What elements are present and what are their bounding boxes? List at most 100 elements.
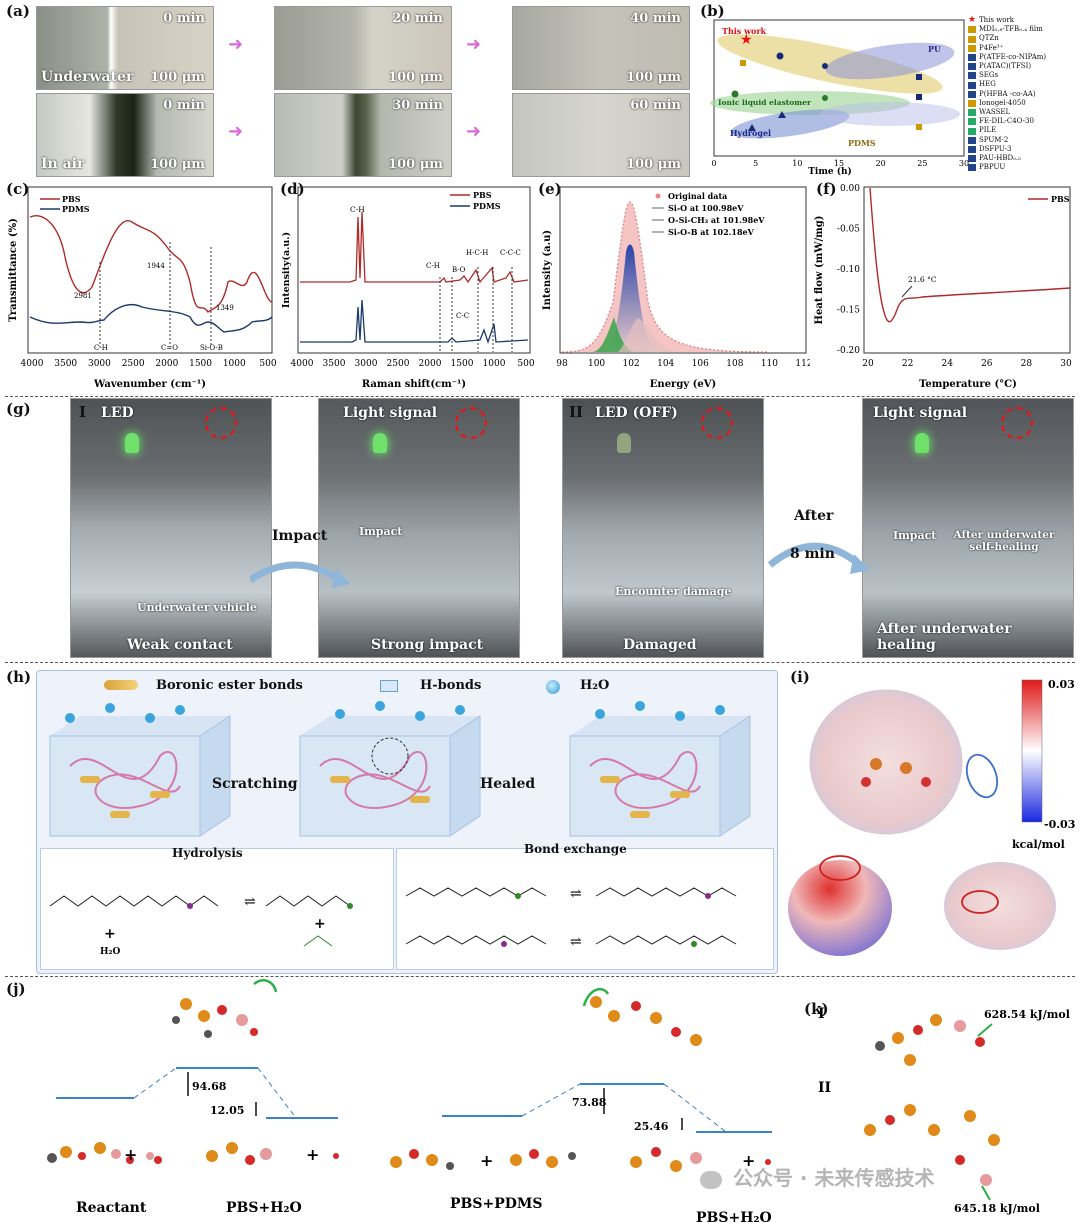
tick-label: 3000 xyxy=(355,359,378,369)
tick-label: 1500 xyxy=(189,359,212,369)
panel-h-label: (h) xyxy=(6,668,32,686)
scale-bar-label: 100 μm xyxy=(626,70,681,85)
legend-marker-icon xyxy=(968,164,976,172)
arrow-label-8min: 8 min xyxy=(790,546,835,562)
peak-o-si-ch3 xyxy=(598,244,663,352)
annotation: H-C-H xyxy=(466,249,488,257)
exchange-reaction: ⇌ ⇌ xyxy=(405,886,737,950)
bond-energy-k: I II 628.54 kJ/mol 645.18 kJ/mol xyxy=(818,1006,1070,1215)
y-axis-label: Intensity (a.u) xyxy=(542,230,553,310)
network-schematic xyxy=(49,701,751,837)
photo-bottom-label: Damaged xyxy=(623,637,697,653)
water-molecules xyxy=(65,701,725,723)
legend-entry: P(ATAC)(TFSI) xyxy=(968,62,1076,71)
legend-marker-icon xyxy=(968,155,976,163)
legend-marker-icon xyxy=(968,63,976,71)
label-reactant: Reactant xyxy=(76,1200,147,1216)
legend-label: P(HFBA -co-AA) xyxy=(979,89,1036,98)
bond-icon xyxy=(104,680,138,690)
legend-label: DSFPU-3 xyxy=(979,144,1012,153)
legend-marker-icon: ★ xyxy=(968,15,977,26)
legend-marker-icon xyxy=(968,127,976,135)
tick-label: 0.00 xyxy=(840,184,860,194)
scale-bar-label: 100 μm xyxy=(150,157,205,172)
photo-bottom-label: After underwater healing xyxy=(877,621,1012,653)
legend-entry: WASSEL xyxy=(968,108,1076,117)
underwater-label: Underwater xyxy=(41,69,134,85)
tick-label: 24 xyxy=(941,359,953,369)
legend-pdms: PDMS xyxy=(62,204,90,214)
legend-marker-icon xyxy=(968,81,976,89)
svg-text:+: + xyxy=(480,1151,493,1170)
tick-label: 500 xyxy=(259,359,276,369)
pdms-label: PDMS xyxy=(848,138,876,148)
time-label: 0 min xyxy=(163,98,205,113)
plot-frame xyxy=(559,186,807,354)
photo-mid-label: Underwater vehicle xyxy=(137,601,257,614)
legend-label: P4Fe³⁺ xyxy=(979,43,1004,52)
panel-j-label: (j) xyxy=(6,980,26,998)
svg-text:+: + xyxy=(314,916,326,932)
legend-label: SPUM-2 xyxy=(979,135,1009,144)
photo-after-healing: Light signal Impact After underwater sel… xyxy=(862,398,1074,658)
transition-arrows xyxy=(250,542,870,588)
annotation: C-H xyxy=(426,262,440,270)
legend-label: PAU-HBD₀.₅ xyxy=(979,154,1021,163)
legend-entry: SPUM-2 xyxy=(968,136,1076,145)
tick-label: -0.20 xyxy=(837,346,860,356)
wechat-icon xyxy=(700,1170,722,1189)
data-marker xyxy=(916,94,922,100)
panel-b-label: (b) xyxy=(700,2,725,20)
legend-label: P(ATAC)(TFSI) xyxy=(979,62,1032,71)
exchange-title: Bond exchange xyxy=(524,842,627,856)
data-marker xyxy=(731,90,739,98)
tick-label: 106 xyxy=(692,359,709,369)
highlight-ellipse xyxy=(961,890,999,914)
svg-text:+: + xyxy=(104,926,116,942)
time-label: 20 min xyxy=(392,11,443,26)
time-label: 0 min xyxy=(163,11,205,26)
y-axis-label: Intensity(a.u.) xyxy=(281,232,292,308)
annotation: 1349 xyxy=(216,304,234,312)
network-block xyxy=(49,715,231,837)
molecule-product-2 xyxy=(630,1147,702,1172)
annotation: C=O xyxy=(161,344,178,352)
peak-si-o-b xyxy=(618,318,673,352)
label-pbs-pdms: PBS+PDMS xyxy=(450,1196,542,1212)
legend-marker-icon xyxy=(968,44,976,52)
water-label: H₂O xyxy=(100,947,120,957)
annotation: 1944 xyxy=(147,262,165,270)
legend-entry: Ionogel-4050 xyxy=(968,99,1076,108)
series-original xyxy=(561,201,769,353)
energy-diff-1: 12.05 xyxy=(210,1104,244,1117)
tick-label: 10 xyxy=(792,159,802,168)
x-axis-label: Energy (eV) xyxy=(650,379,716,390)
photo-bottom-label: Strong impact xyxy=(371,637,484,653)
tick-label: 2000 xyxy=(419,359,442,369)
legend-pbs: PBS xyxy=(62,194,81,204)
legend-label: P(ATFE-co-NIPAm) xyxy=(979,52,1047,61)
tick-label: 20 xyxy=(862,359,874,369)
energy-diagram-j: 94.68 12.05 + + Reactant PBS+H₂O 73.88 2… xyxy=(47,979,772,1222)
time-label: 40 min xyxy=(630,11,681,26)
legend-label: HEG xyxy=(979,80,996,89)
scale-bar-label: 100 μm xyxy=(388,70,443,85)
scale-bar-label: 100 μm xyxy=(388,157,443,172)
led-icon xyxy=(125,433,139,453)
series-pdms xyxy=(300,299,529,345)
svg-text:⇌: ⇌ xyxy=(570,886,582,902)
tick-label: 30 xyxy=(1060,359,1072,369)
highlight-circle-icon xyxy=(455,407,487,439)
legend-entry: PAU-HBD₀.₅ xyxy=(968,154,1076,163)
in-air-label: In air xyxy=(41,156,85,172)
highlight-circle-icon xyxy=(205,407,237,439)
legend-entry: FE-DIL-C4O-30 xyxy=(968,117,1076,126)
legend-label: FE-DIL-C4O-30 xyxy=(979,117,1034,126)
legend-label: WASSEL xyxy=(979,108,1011,117)
legend-si-o-b: Si-O-B at 102.18eV xyxy=(668,227,755,237)
tick-label: 26 xyxy=(981,359,993,369)
legend-entry: P4Fe³⁺ xyxy=(968,44,1076,53)
tick-label: 25 xyxy=(917,159,927,168)
divider xyxy=(5,662,1075,663)
legend-label: MDI₀.₈-TFB₀.₄ film xyxy=(979,25,1043,34)
